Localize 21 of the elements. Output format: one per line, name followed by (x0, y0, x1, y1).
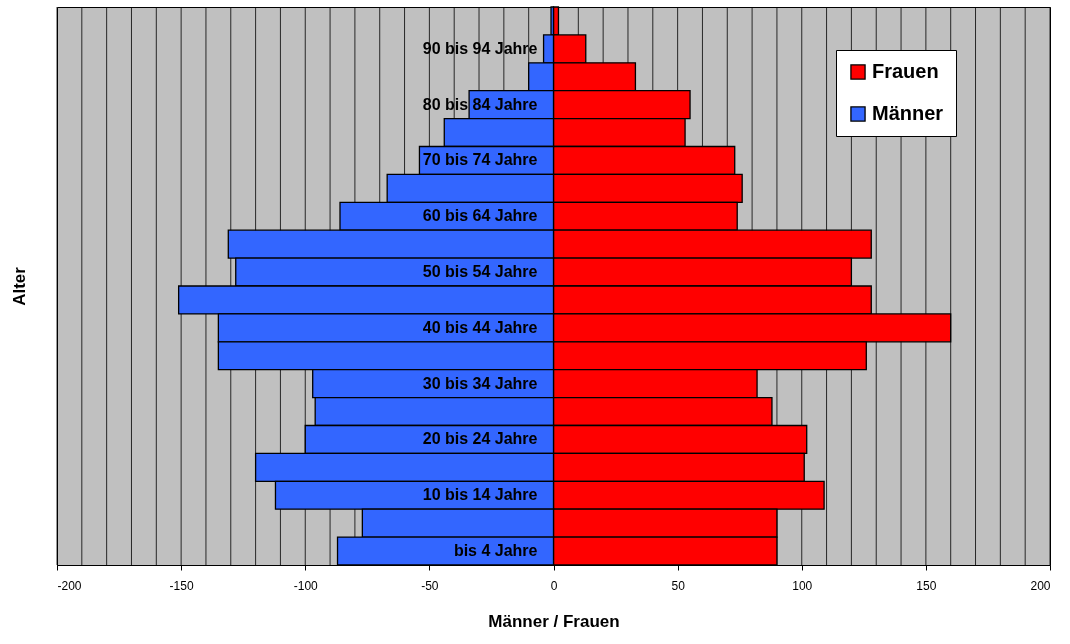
legend-label: Frauen (872, 60, 939, 82)
y-tick-label: 30 bis 34 Jahre (422, 374, 538, 392)
y-tick-label: 20 bis 24 Jahre (422, 430, 538, 448)
x-tick-label: 200 (1030, 578, 1051, 593)
x-tick-label: -200 (57, 578, 82, 593)
y-axis-title: Alter (9, 266, 29, 306)
x-tick-label: 150 (916, 578, 937, 593)
x-axis-title: Männer / Frauen (488, 611, 620, 631)
y-tick-label: 10 bis 14 Jahre (422, 486, 538, 504)
y-tick-label: 60 bis 64 Jahre (422, 207, 538, 225)
x-tick-label: 100 (792, 578, 813, 593)
x-tick-label: -150 (169, 578, 194, 593)
legend-label: Männer (872, 102, 944, 124)
x-tick-label: -100 (293, 578, 319, 593)
x-tick-label: 0 (550, 578, 558, 593)
x-tick-label: -50 (421, 578, 439, 593)
y-tick-label: 70 bis 74 Jahre (422, 151, 538, 169)
x-tick-label: 50 (671, 578, 686, 593)
y-tick-label: 50 bis 54 Jahre (422, 263, 538, 281)
y-tick-label: 40 bis 44 Jahre (422, 318, 538, 336)
y-tick-label: bis 4 Jahre (453, 542, 538, 560)
